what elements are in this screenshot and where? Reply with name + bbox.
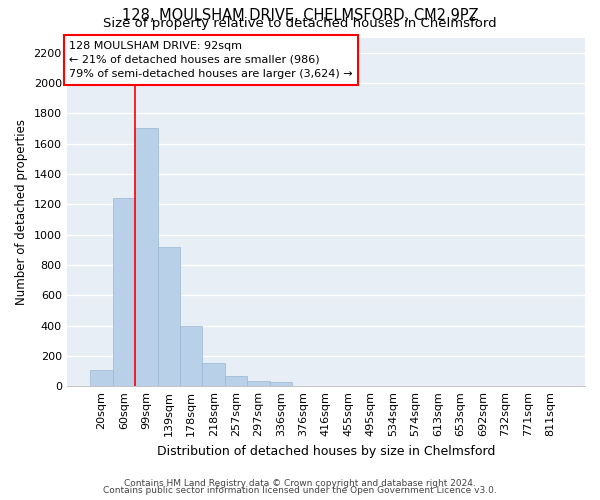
Y-axis label: Number of detached properties: Number of detached properties xyxy=(15,119,28,305)
Bar xyxy=(180,326,202,386)
X-axis label: Distribution of detached houses by size in Chelmsford: Distribution of detached houses by size … xyxy=(157,444,495,458)
Bar xyxy=(113,198,135,386)
Bar xyxy=(158,246,180,386)
Text: Contains public sector information licensed under the Open Government Licence v3: Contains public sector information licen… xyxy=(103,486,497,495)
Text: Contains HM Land Registry data © Crown copyright and database right 2024.: Contains HM Land Registry data © Crown c… xyxy=(124,478,476,488)
Text: Size of property relative to detached houses in Chelmsford: Size of property relative to detached ho… xyxy=(103,18,497,30)
Bar xyxy=(270,382,292,386)
Text: 128, MOULSHAM DRIVE, CHELMSFORD, CM2 9PZ: 128, MOULSHAM DRIVE, CHELMSFORD, CM2 9PZ xyxy=(122,8,478,22)
Bar xyxy=(225,376,247,386)
Bar xyxy=(135,128,158,386)
Bar xyxy=(90,370,113,386)
Bar xyxy=(202,364,225,386)
Text: 128 MOULSHAM DRIVE: 92sqm
← 21% of detached houses are smaller (986)
79% of semi: 128 MOULSHAM DRIVE: 92sqm ← 21% of detac… xyxy=(69,41,353,79)
Bar xyxy=(247,381,270,386)
